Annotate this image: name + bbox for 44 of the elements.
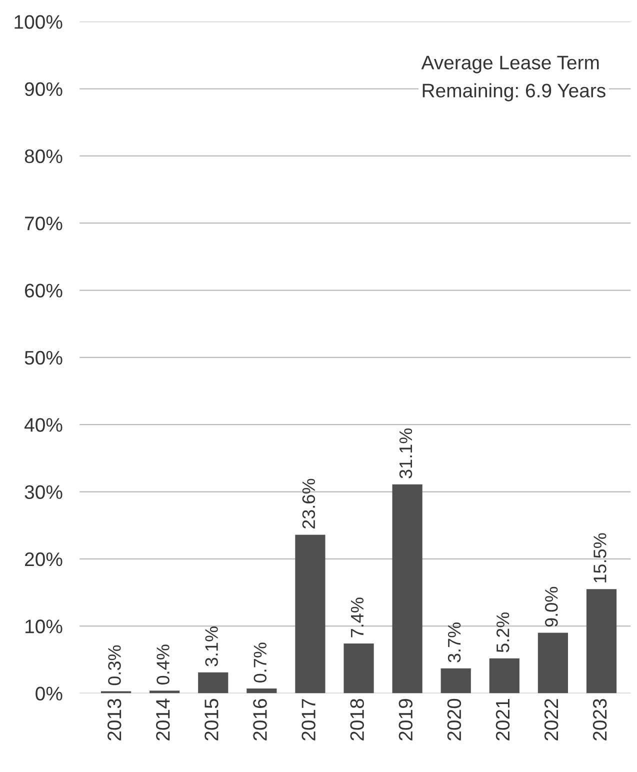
y-tick-label: 20% [25, 552, 62, 566]
y-tick-label: 60% [25, 284, 62, 298]
y-tick-label: 50% [24, 350, 62, 365]
bar [344, 644, 374, 694]
bar [295, 534, 326, 694]
y-tick-label: 80% [24, 149, 62, 164]
annotation: Average Lease Term Remaining: 6.9 Years [421, 56, 606, 102]
x-tick-label: 2021 [496, 699, 510, 740]
data-label: 3.1% [205, 626, 218, 666]
x-tick-label: 2023 [592, 698, 607, 740]
y-tick-label: 90% [24, 82, 62, 96]
y-tick-label: 0% [36, 686, 62, 700]
bar [538, 632, 568, 694]
data-label: 15.5% [594, 533, 606, 582]
x-tick-label: 2013 [107, 698, 122, 740]
y-tick-label: 30% [24, 485, 62, 499]
y-tick-label: 100% [14, 15, 62, 29]
bar [489, 658, 520, 694]
data-label: 0.4% [156, 644, 170, 684]
x-tick-label: 2020 [447, 698, 462, 740]
data-label: 31.1% [399, 428, 412, 478]
data-label: 3.7% [448, 622, 461, 662]
y-tick-label: 10% [26, 620, 62, 634]
x-tick-label: 2014 [156, 698, 170, 740]
x-tick-label: 2017 [302, 699, 316, 740]
bar [392, 484, 422, 694]
bar [198, 672, 228, 694]
data-label: 5.2% [496, 612, 510, 652]
x-tick-label: 2016 [253, 698, 267, 740]
x-tick-label: 2022 [544, 699, 558, 740]
data-label: 23.6% [302, 478, 316, 528]
y-tick-label: 70% [25, 216, 62, 230]
data-label: 9.0% [545, 586, 558, 627]
data-label: 7.4% [350, 598, 364, 638]
bar [150, 690, 180, 694]
x-tick-label: 2019 [398, 699, 413, 740]
y-tick-label: 40% [24, 418, 62, 432]
bar [440, 668, 471, 694]
x-tick-label: 2018 [350, 698, 364, 740]
data-label: 0.3% [108, 645, 121, 686]
data-label: 0.7% [254, 642, 267, 682]
bar [246, 688, 277, 694]
bar [586, 589, 617, 694]
x-tick-label: 2015 [204, 698, 218, 740]
